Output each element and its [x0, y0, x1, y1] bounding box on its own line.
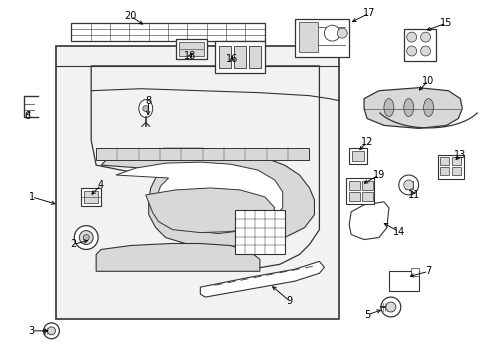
Text: 2: 2	[70, 239, 76, 249]
Text: 6: 6	[24, 111, 31, 121]
Text: 8: 8	[145, 96, 151, 105]
Text: 15: 15	[439, 18, 452, 28]
Ellipse shape	[83, 235, 89, 240]
Polygon shape	[200, 261, 324, 297]
Polygon shape	[348, 202, 388, 239]
Text: 9: 9	[286, 296, 292, 306]
Ellipse shape	[79, 231, 93, 244]
Ellipse shape	[74, 226, 98, 249]
Bar	[71, 23, 264, 41]
Polygon shape	[145, 188, 274, 233]
Bar	[234, 46, 245, 68]
Ellipse shape	[403, 180, 413, 190]
Ellipse shape	[142, 105, 148, 112]
Text: 18: 18	[184, 51, 196, 61]
Ellipse shape	[337, 28, 346, 38]
Bar	[351, 151, 364, 161]
Bar	[361, 181, 372, 190]
Bar	[215, 41, 264, 73]
Bar	[178, 42, 204, 56]
Bar	[438, 155, 463, 179]
Bar	[346, 178, 373, 204]
Polygon shape	[364, 88, 461, 129]
Bar	[440, 167, 448, 175]
Bar	[361, 192, 372, 201]
Ellipse shape	[398, 175, 418, 195]
Polygon shape	[96, 243, 259, 271]
Ellipse shape	[406, 46, 416, 56]
Text: 12: 12	[360, 137, 372, 147]
Ellipse shape	[324, 25, 340, 41]
Ellipse shape	[139, 100, 152, 117]
Text: 11: 11	[407, 190, 419, 200]
Text: 5: 5	[363, 310, 369, 320]
Bar	[404, 181, 412, 189]
Text: 14: 14	[392, 226, 404, 237]
Polygon shape	[116, 162, 282, 234]
Bar	[81, 188, 101, 206]
Text: 1: 1	[28, 192, 35, 202]
Bar	[440, 157, 448, 165]
Text: 4: 4	[98, 180, 104, 190]
Text: 20: 20	[124, 11, 137, 21]
Bar	[348, 192, 359, 201]
Text: 10: 10	[422, 76, 434, 86]
Text: 13: 13	[453, 150, 466, 160]
Bar	[96, 148, 309, 160]
Bar	[403, 29, 435, 61]
Bar	[294, 19, 348, 57]
Bar	[451, 167, 460, 175]
Text: 16: 16	[225, 54, 238, 64]
Ellipse shape	[403, 99, 413, 117]
Text: 19: 19	[372, 170, 384, 180]
Ellipse shape	[385, 302, 395, 312]
Bar	[388, 271, 418, 291]
Ellipse shape	[420, 46, 429, 56]
Bar	[235, 210, 284, 255]
Bar	[56, 46, 339, 319]
Ellipse shape	[383, 99, 393, 117]
Text: 3: 3	[28, 326, 35, 336]
Bar	[451, 157, 460, 165]
Bar	[298, 22, 318, 52]
Bar	[219, 46, 231, 68]
Bar	[348, 148, 366, 164]
Bar	[84, 191, 98, 203]
Ellipse shape	[47, 327, 55, 335]
Bar	[348, 181, 359, 190]
Ellipse shape	[43, 323, 60, 339]
Polygon shape	[91, 66, 319, 269]
Ellipse shape	[423, 99, 433, 117]
Bar	[175, 39, 207, 59]
Text: 7: 7	[425, 266, 431, 276]
Text: 17: 17	[362, 8, 374, 18]
Bar	[410, 268, 418, 276]
Ellipse shape	[420, 32, 429, 42]
Bar	[248, 46, 260, 68]
Ellipse shape	[380, 297, 400, 317]
Polygon shape	[101, 148, 314, 247]
Ellipse shape	[406, 32, 416, 42]
